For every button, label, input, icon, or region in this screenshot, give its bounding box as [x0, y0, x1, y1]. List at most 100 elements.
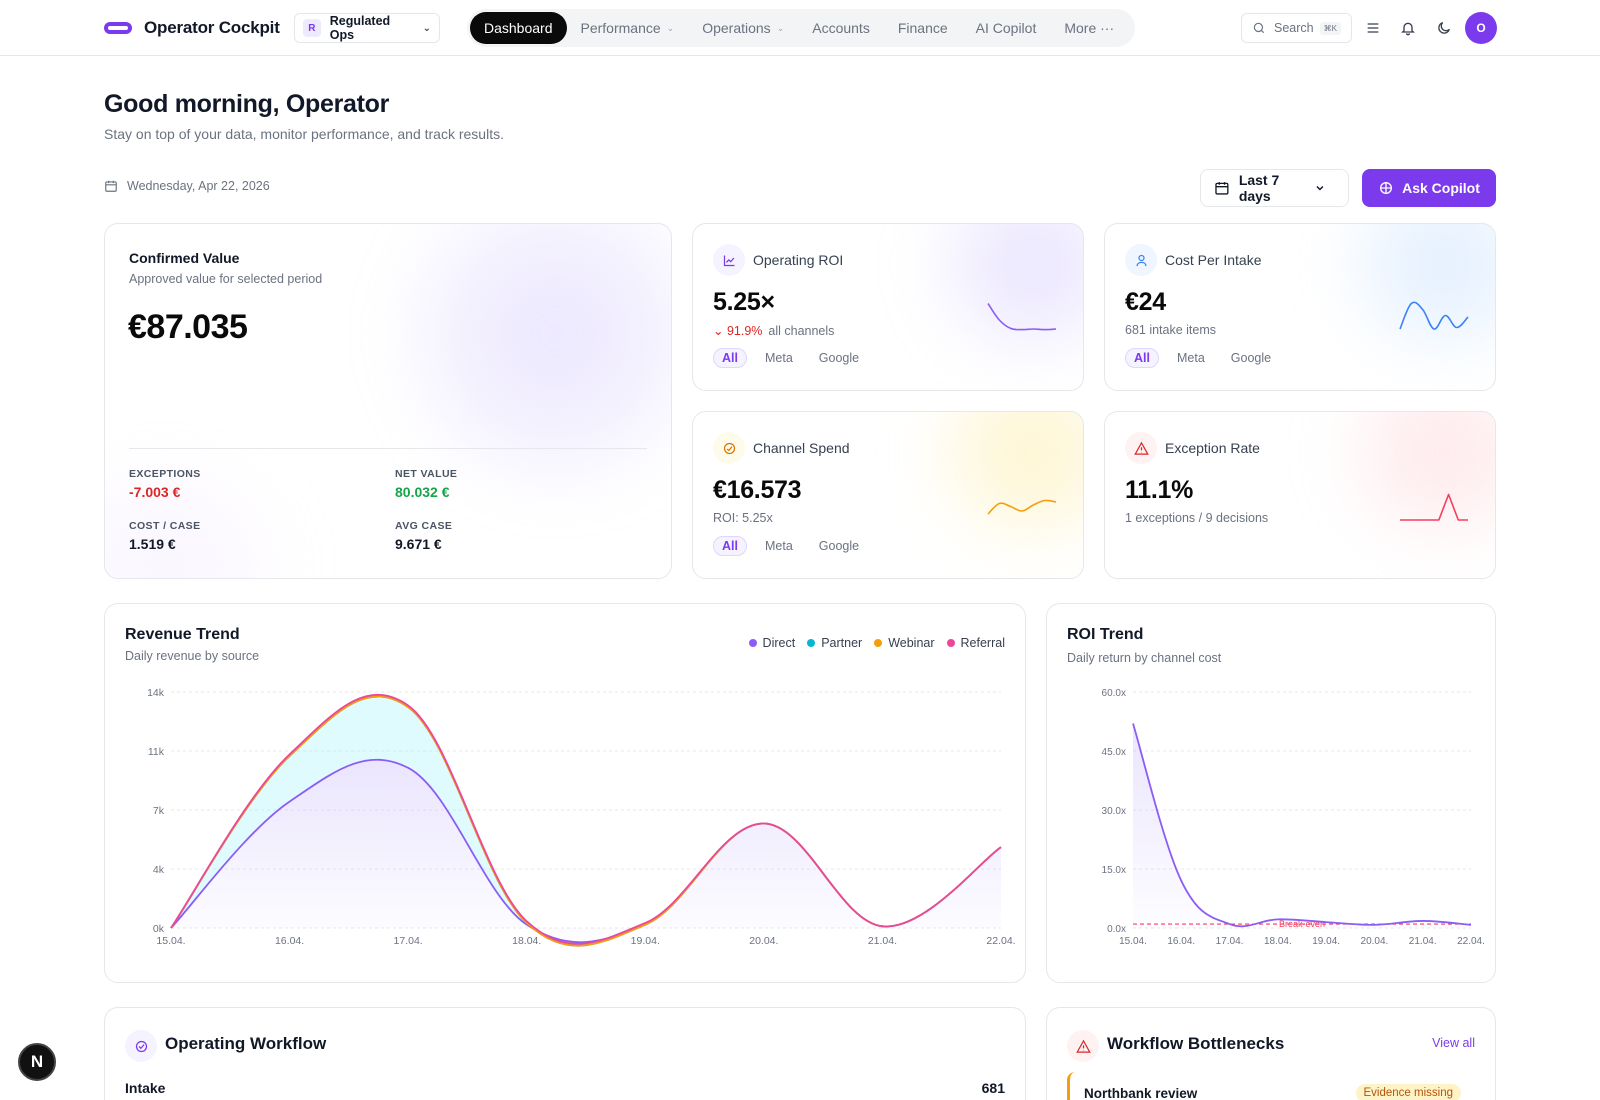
stat-label: EXCEPTIONS [129, 468, 201, 480]
chevron-down-icon [1316, 185, 1324, 191]
stat-value: 1.519 € [129, 536, 176, 552]
gauge-icon [713, 432, 745, 464]
filter-all[interactable]: All [1125, 348, 1159, 368]
kpi-subtext: 681 intake items [1125, 323, 1216, 337]
channel-filter: All Meta Google [713, 348, 877, 368]
legend-item[interactable]: Partner [807, 636, 862, 650]
workflow-bottlenecks-card: Workflow Bottlenecks View all Northbank … [1046, 1007, 1496, 1100]
user-icon [1125, 244, 1157, 276]
nav-tab-dashboard[interactable]: Dashboard [470, 12, 567, 44]
brand[interactable]: Operator Cockpit [104, 14, 280, 42]
bottleneck-item[interactable]: Northbank review Evidence missing [1067, 1072, 1475, 1100]
kpi-card-channel-spend: Channel Spend €16.573 ROI: 5.25x All Met… [692, 411, 1084, 579]
nav-tab-accounts[interactable]: Accounts [798, 12, 884, 44]
avatar[interactable]: O [1465, 12, 1497, 44]
divider [129, 448, 647, 449]
confirmed-value-card: Confirmed Value Approved value for selec… [104, 223, 672, 579]
stat-label: NET VALUE [395, 468, 458, 480]
x-tick-label: 20.04. [749, 935, 778, 947]
sparkline-path [1400, 493, 1468, 521]
confirmed-value-amount: €87.035 [128, 308, 248, 346]
confirmed-value-title: Confirmed Value [129, 250, 240, 266]
chevron-down-icon: ⌄ [422, 22, 431, 34]
legend-label: Webinar [888, 636, 935, 650]
dev-tools-badge[interactable]: N [18, 1043, 56, 1081]
roi-series-line[interactable] [1132, 723, 1472, 928]
filter-meta[interactable]: Meta [764, 351, 793, 365]
ask-copilot-button[interactable]: Ask Copilot [1362, 169, 1496, 207]
stat-exceptions: EXCEPTIONS -7.003 € [129, 468, 201, 500]
x-tick-label: 17.04. [394, 935, 423, 947]
check-circle-icon [125, 1030, 157, 1062]
operating-workflow-card: Operating Workflow Intake 681 [104, 1007, 1026, 1100]
filter-google[interactable]: Google [1230, 351, 1272, 365]
y-tick-label: 0.0x [1107, 924, 1126, 935]
workflow-row[interactable]: Intake 681 [125, 1080, 1005, 1096]
bell-icon[interactable] [1396, 16, 1420, 40]
nav-tab-operations[interactable]: Operations ⌄ [688, 12, 798, 44]
nav-tab-label: AI Copilot [975, 20, 1037, 36]
x-tick-label: 17.04. [1216, 936, 1244, 947]
date-range-select[interactable]: Last 7 days [1200, 169, 1349, 207]
kpi-delta: ⌄ 91.9% [713, 324, 763, 338]
stat-net-value: NET VALUE 80.032 € [395, 468, 457, 500]
filter-all[interactable]: All [713, 536, 747, 556]
series-line-referral[interactable] [170, 693, 1002, 945]
kpi-card-cost-per-intake: Cost Per Intake €24 681 intake items All… [1104, 223, 1496, 391]
kpi-sub-label: 1 exceptions / 9 decisions [1125, 511, 1269, 525]
y-tick-label: 60.0x [1102, 688, 1126, 699]
roi-area [1133, 723, 1471, 928]
x-tick-label: 18.04. [1264, 936, 1292, 947]
filter-meta[interactable]: Meta [1176, 351, 1205, 365]
kpi-value: 5.25× [713, 288, 775, 316]
nav-tab-label: More ··· [1064, 20, 1115, 36]
search-button[interactable]: Search ⌘K [1241, 13, 1352, 43]
channel-filter: All Meta Google [713, 536, 877, 556]
line-chart-icon [713, 244, 745, 276]
x-tick-label: 21.04. [1409, 936, 1437, 947]
brand-name: Operator Cockpit [144, 18, 280, 37]
nav-tab-more[interactable]: More ··· [1050, 12, 1128, 44]
break-even-label: Break-even [1279, 919, 1325, 929]
x-tick-label: 19.04. [631, 935, 660, 947]
legend-label: Referral [960, 636, 1005, 650]
x-tick-label: 15.04. [156, 935, 185, 947]
x-tick-label: 18.04. [512, 935, 541, 947]
kpi-sub-label: ROI: 5.25x [713, 511, 773, 525]
view-all-link[interactable]: View all [1432, 1036, 1475, 1050]
kpi-card-operating-roi: Operating ROI 5.25× ⌄ 91.9% all channels… [692, 223, 1084, 391]
nav-tab-label: Operations [702, 20, 771, 36]
legend-dot [807, 639, 816, 647]
main-nav-tabs: Dashboard Performance ⌄ Operations ⌄ Accounts… [467, 9, 1135, 47]
kpi-subtext: ROI: 5.25x [713, 511, 773, 525]
legend-item[interactable]: Referral [946, 636, 1005, 650]
legend-dot [874, 639, 883, 647]
nav-tab-performance[interactable]: Performance ⌄ [567, 12, 689, 44]
legend-label: Direct [762, 636, 796, 650]
workflow-row-value: 681 [981, 1080, 1005, 1096]
y-tick-label: 45.0x [1102, 747, 1126, 758]
sparkline [1399, 301, 1469, 330]
nav-tab-finance[interactable]: Finance [884, 12, 962, 44]
filter-google[interactable]: Google [818, 539, 860, 553]
x-tick-label: 19.04. [1312, 936, 1340, 947]
kpi-card-exception-rate: Exception Rate 11.1% 1 exceptions / 9 de… [1104, 411, 1496, 579]
kpi-subtext: ⌄ 91.9% all channels [713, 323, 834, 339]
filter-all[interactable]: All [713, 348, 747, 368]
nav-tab-ai-copilot[interactable]: AI Copilot [962, 12, 1051, 44]
revenue-chart: 0k 4k 7k 11k 14k 15.04. 16.04. 17.04. 18.04. 19.0… [147, 687, 1016, 947]
org-switcher[interactable]: R Regulated Ops ⌄ [294, 13, 440, 43]
org-badge: R [303, 19, 321, 37]
filter-meta[interactable]: Meta [764, 539, 793, 553]
brand-logo-icon [104, 22, 132, 34]
sparkline [987, 499, 1057, 515]
legend-item[interactable]: Direct [748, 636, 796, 650]
kpi-title: Exception Rate [1165, 440, 1260, 456]
moon-icon[interactable] [1432, 16, 1456, 40]
legend-item[interactable]: Webinar [874, 636, 935, 650]
bottlenecks-title: Workflow Bottlenecks [1107, 1034, 1285, 1053]
kpi-title: Channel Spend [753, 440, 850, 456]
menu-icon[interactable] [1361, 16, 1385, 40]
filter-google[interactable]: Google [818, 351, 860, 365]
confirmed-value-subtitle: Approved value for selected period [129, 272, 323, 286]
